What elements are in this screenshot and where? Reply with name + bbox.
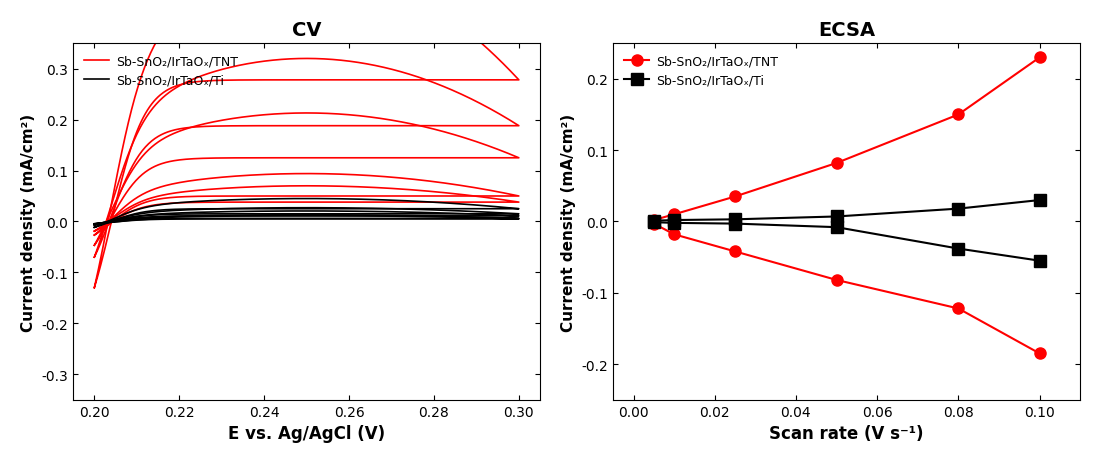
Sb-SnO₂/IrTaOₓ/TNT [667, 212, 680, 218]
Sb-SnO₂/IrTaOₓ/TNT [205, 187, 218, 193]
Legend: Sb-SnO₂/IrTaOₓ/TNT, Sb-SnO₂/IrTaOₓ/Ti: Sb-SnO₂/IrTaOₓ/TNT, Sb-SnO₂/IrTaOₓ/Ti [620, 50, 783, 93]
Line: Sb-SnO₂/IrTaOₓ/Ti: Sb-SnO₂/IrTaOₓ/Ti [648, 195, 1045, 227]
Sb-SnO₂/IrTaOₓ/TNT [396, 187, 410, 193]
Legend: Sb-SnO₂/IrTaOₓ/TNT, Sb-SnO₂/IrTaOₓ/Ti: Sb-SnO₂/IrTaOₓ/TNT, Sb-SnO₂/IrTaOₓ/Ti [79, 50, 242, 93]
Line: Sb-SnO₂/IrTaOₓ/TNT: Sb-SnO₂/IrTaOₓ/TNT [95, 187, 519, 232]
Sb-SnO₂/IrTaOₓ/TNT [951, 113, 964, 118]
Sb-SnO₂/IrTaOₓ/TNT [301, 184, 314, 189]
Sb-SnO₂/IrTaOₓ/TNT [444, 191, 457, 197]
Line: Sb-SnO₂/IrTaOₓ/TNT: Sb-SnO₂/IrTaOₓ/TNT [648, 53, 1045, 226]
Sb-SnO₂/IrTaOₓ/Ti [951, 206, 964, 212]
Sb-SnO₂/IrTaOₓ/TNT [647, 218, 661, 223]
Title: ECSA: ECSA [818, 21, 875, 40]
Sb-SnO₂/IrTaOₓ/Ti [396, 214, 410, 219]
Sb-SnO₂/IrTaOₓ/Ti [1033, 198, 1046, 203]
Sb-SnO₂/IrTaOₓ/Ti [301, 213, 314, 219]
X-axis label: E vs. Ag/AgCl (V): E vs. Ag/AgCl (V) [228, 424, 385, 442]
Y-axis label: Current density (mA/cm²): Current density (mA/cm²) [560, 113, 576, 331]
Sb-SnO₂/IrTaOₓ/TNT [422, 189, 435, 194]
Sb-SnO₂/IrTaOₓ/Ti [729, 217, 742, 223]
Sb-SnO₂/IrTaOₓ/Ti [88, 221, 101, 227]
Sb-SnO₂/IrTaOₓ/Ti [205, 214, 218, 219]
Sb-SnO₂/IrTaOₓ/Ti [422, 214, 435, 220]
X-axis label: Scan rate (V s⁻¹): Scan rate (V s⁻¹) [770, 424, 924, 442]
Y-axis label: Current density (mA/cm²): Current density (mA/cm²) [21, 113, 36, 331]
Sb-SnO₂/IrTaOₓ/TNT [140, 204, 153, 210]
Sb-SnO₂/IrTaOₓ/Ti [88, 221, 101, 227]
Sb-SnO₂/IrTaOₓ/TNT [88, 229, 101, 234]
Sb-SnO₂/IrTaOₓ/Ti [444, 215, 457, 220]
Sb-SnO₂/IrTaOₓ/TNT [729, 194, 742, 200]
Sb-SnO₂/IrTaOₓ/Ti [140, 218, 153, 223]
Title: CV: CV [292, 21, 321, 40]
Sb-SnO₂/IrTaOₓ/Ti [830, 214, 843, 220]
Sb-SnO₂/IrTaOₓ/TNT [1033, 56, 1046, 61]
Sb-SnO₂/IrTaOₓ/TNT [292, 184, 305, 189]
Sb-SnO₂/IrTaOₓ/TNT [88, 229, 101, 234]
Sb-SnO₂/IrTaOₓ/Ti [667, 218, 680, 223]
Sb-SnO₂/IrTaOₓ/TNT [830, 161, 843, 166]
Sb-SnO₂/IrTaOₓ/Ti [647, 219, 661, 224]
Sb-SnO₂/IrTaOₓ/Ti [292, 213, 305, 219]
Line: Sb-SnO₂/IrTaOₓ/Ti: Sb-SnO₂/IrTaOₓ/Ti [95, 216, 519, 224]
